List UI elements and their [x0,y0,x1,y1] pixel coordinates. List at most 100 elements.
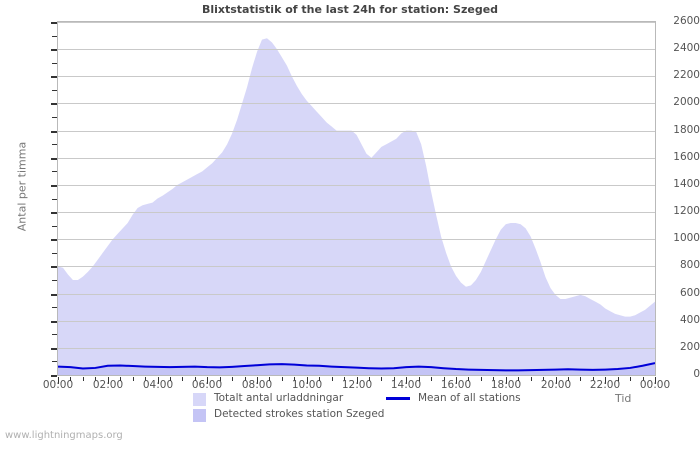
x-tick-minor [568,377,569,381]
gridline [58,49,655,50]
x-tick-label: 16:00 [440,379,472,391]
x-tick-minor [394,377,395,381]
x-tick-minor [618,377,619,381]
x-tick-minor [245,377,246,381]
x-tick-minor [332,377,333,381]
y-tick-label: 2600 [673,15,700,27]
y-tick-minor [52,307,57,308]
y-tick-label: 2200 [673,69,700,82]
x-tick-minor [170,377,171,381]
y-tick-mark [51,212,57,214]
x-tick-mark [605,377,606,384]
y-tick-mark [51,185,57,187]
x-tick-minor [468,377,469,381]
y-tick-mark [51,239,57,241]
x-tick-minor [518,377,519,381]
x-tick-label: 00:00 [42,379,74,391]
y-tick-minor [52,36,57,37]
legend-line-mean [386,397,410,400]
x-tick-mark [456,377,457,384]
gridline [58,348,655,349]
gridline [58,76,655,77]
legend-label-station: Detected strokes station Szeged [214,408,385,420]
y-tick-mark [51,294,57,296]
gridline [58,22,655,23]
x-tick-label: 04:00 [142,379,174,391]
y-tick-label: 600 [679,286,700,299]
gridline [58,321,655,322]
x-tick-minor [344,377,345,381]
y-tick-minor [52,90,57,91]
x-tick-label: 08:00 [241,379,273,391]
x-tick-minor [531,377,532,381]
x-tick-minor [195,377,196,381]
x-tick-minor [593,377,594,381]
y-tick-label: 1400 [673,177,700,190]
x-tick-minor [319,377,320,381]
y-tick-mark [51,321,57,323]
x-tick-label: 06:00 [191,379,223,391]
y-tick-mark [51,49,57,51]
x-tick-minor [481,377,482,381]
x-tick-minor [444,377,445,381]
x-tick-minor [493,377,494,381]
x-tick-minor [120,377,121,381]
x-tick-label: 00:00 [639,379,671,391]
x-tick-mark [556,377,557,384]
gridline [58,294,655,295]
gridline [58,239,655,240]
y-tick-mark [51,266,57,268]
x-tick-mark [108,377,109,384]
gridline [58,266,655,267]
x-tick-minor [381,377,382,381]
y-tick-label: 200 [679,340,700,353]
x-tick-mark [406,377,407,384]
y-tick-label: 2400 [673,42,700,55]
x-tick-label: 12:00 [341,379,373,391]
x-tick-mark [655,377,656,384]
plot-area [57,21,656,376]
x-tick-minor [369,377,370,381]
legend-swatch-station [193,409,206,422]
x-tick-minor [145,377,146,381]
y-tick-minor [52,63,57,64]
x-tick-label: 18:00 [490,379,522,391]
gridline [58,185,655,186]
series-line-mean [58,362,655,372]
y-axis-label: Antal per timma [15,141,29,232]
x-tick-minor [580,377,581,381]
x-tick-mark [506,377,507,384]
gridline [58,131,655,132]
y-tick-minor [52,226,57,227]
gridline [58,212,655,213]
y-tick-label: 1800 [673,123,700,136]
y-tick-mark [51,158,57,160]
y-tick-minor [52,253,57,254]
y-tick-minor [52,334,57,335]
legend-label-mean: Mean of all stations [418,392,521,404]
x-tick-minor [182,377,183,381]
x-tick-minor [294,377,295,381]
y-tick-label: 2000 [673,96,700,109]
y-tick-mark [51,348,57,350]
x-tick-minor [133,377,134,381]
x-tick-mark [158,377,159,384]
y-tick-mark [51,76,57,78]
legend-label-total: Totalt antal urladdningar [214,392,344,404]
y-tick-minor [52,171,57,172]
y-tick-label: 0 [693,368,700,380]
gridline [58,103,655,104]
x-tick-minor [95,377,96,381]
gridline [58,158,655,159]
y-tick-mark [51,131,57,133]
x-tick-minor [220,377,221,381]
x-tick-mark [58,377,59,384]
y-tick-minor [52,144,57,145]
x-tick-label: 22:00 [589,379,621,391]
x-tick-minor [431,377,432,381]
y-tick-label: 1000 [673,232,700,245]
x-tick-minor [419,377,420,381]
y-tick-minor [52,117,57,118]
x-tick-label: 20:00 [540,379,572,391]
